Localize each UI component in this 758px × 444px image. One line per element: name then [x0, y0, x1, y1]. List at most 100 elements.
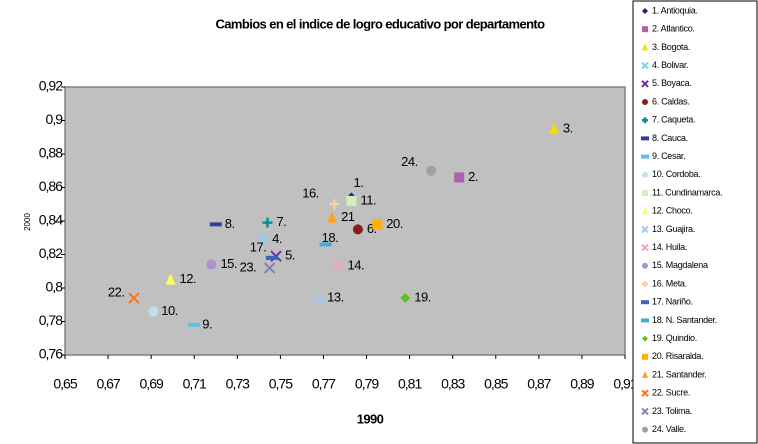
- legend-marker: [642, 43, 648, 51]
- y-tick-label: 0,86: [39, 178, 63, 194]
- point: [352, 224, 363, 235]
- x-tick-label: 0,85: [484, 376, 508, 392]
- x-tick-label: 0,77: [312, 376, 336, 392]
- point-label: 12.: [180, 271, 197, 286]
- legend-label: 17. Nariño.: [652, 297, 693, 307]
- point-label: 3.: [563, 120, 573, 135]
- point-label: 1.: [353, 175, 363, 190]
- legend-label: 3. Bogota.: [652, 42, 690, 52]
- legend-label: 22. Sucre.: [652, 388, 690, 398]
- point-label: 8.: [225, 216, 235, 231]
- point: [257, 233, 269, 246]
- legend-label: 19. Quindio.: [652, 333, 697, 343]
- point: [329, 199, 340, 210]
- legend-box: [632, 0, 758, 444]
- point: [319, 242, 332, 247]
- legend-marker: [641, 407, 649, 416]
- y-tick-label: 0,8: [46, 279, 64, 295]
- point-label: 19.: [414, 289, 431, 304]
- legend-label: 21. Santander.: [652, 369, 706, 379]
- point-label: 21: [341, 209, 355, 224]
- point: [327, 211, 338, 223]
- point-label: 9.: [202, 316, 212, 331]
- point: [548, 122, 559, 134]
- y-tick-label: 0,82: [39, 245, 63, 261]
- legend-label: 8. Cauca.: [652, 133, 688, 143]
- legend-marker: [642, 335, 648, 342]
- point-label: 5.: [285, 248, 295, 263]
- point: [188, 322, 201, 327]
- point: [454, 172, 465, 183]
- point: [313, 292, 325, 304]
- point: [263, 262, 276, 274]
- legend-label: 20. Risaralda.: [652, 351, 703, 361]
- y-tick-label: 0,84: [39, 212, 63, 228]
- legend-label: 2. Atlantico.: [652, 24, 695, 34]
- legend-label: 15. Magdalena: [652, 260, 708, 270]
- point-label: 6.: [367, 221, 377, 236]
- point: [265, 255, 278, 260]
- legend-marker: [641, 225, 649, 234]
- legend-marker: [641, 80, 649, 88]
- legend-label: 13. Guajira.: [652, 224, 695, 234]
- legend-marker: [642, 26, 648, 33]
- legend-label: 6. Caldas.: [652, 96, 690, 106]
- y-tick-label: 0,88: [39, 145, 63, 161]
- x-tick-label: 0,89: [570, 376, 594, 392]
- x-axis-label: 1990: [357, 411, 384, 426]
- legend-label: 23. Tolima.: [652, 406, 692, 416]
- legend-marker: [641, 61, 649, 70]
- chart-title: Cambios en el indice de logro educativo …: [215, 16, 545, 31]
- x-tick-label: 0,69: [140, 376, 164, 392]
- point-label: 16.: [302, 186, 319, 201]
- legend-marker: [641, 154, 649, 159]
- point-label: 18.: [322, 230, 339, 245]
- x-tick-label: 0,71: [183, 376, 207, 392]
- point-label: 2.: [468, 169, 478, 184]
- x-tick-label: 0,79: [355, 376, 379, 392]
- point-label: 11.: [360, 192, 376, 207]
- legend-marker: [642, 99, 648, 105]
- point: [165, 273, 176, 285]
- point: [426, 165, 437, 176]
- x-tick-label: 0,75: [269, 376, 293, 392]
- legend-marker: [642, 207, 648, 215]
- legend-marker: [642, 117, 648, 124]
- x-tick-label: 0,65: [53, 376, 77, 392]
- point: [206, 259, 217, 270]
- legend-label: 18. N. Santander.: [652, 315, 717, 325]
- legend-label: 1. Antioquia.: [652, 5, 698, 15]
- legend-marker: [641, 318, 649, 323]
- point: [262, 217, 273, 228]
- point-label: 4.: [272, 231, 282, 246]
- point: [209, 222, 222, 227]
- legend-label: 5. Boyaca.: [652, 78, 692, 88]
- x-tick-label: 0,91: [613, 376, 637, 392]
- point-label: 10.: [161, 303, 178, 318]
- legend-marker: [642, 262, 648, 269]
- legend-label: 9. Cesar.: [652, 151, 685, 161]
- point-label: 14.: [348, 258, 365, 273]
- legend-marker: [642, 190, 648, 196]
- x-tick-label: 0,81: [398, 376, 422, 392]
- legend-label: 16. Meta.: [652, 278, 687, 288]
- legend-marker: [642, 281, 648, 287]
- point-label: 20.: [386, 216, 403, 231]
- point: [332, 260, 345, 272]
- legend-label: 24. Valle.: [652, 424, 686, 434]
- plot-area: [64, 86, 626, 356]
- y-tick-label: 0,92: [39, 78, 63, 94]
- legend-marker: [642, 8, 648, 14]
- legend-marker: [641, 389, 649, 397]
- point-label: 23.: [240, 259, 257, 274]
- legend-label: 12. Choco.: [652, 206, 693, 216]
- legend-label: 14. Huila.: [652, 242, 687, 252]
- legend-marker: [641, 136, 649, 141]
- legend-label: 4. Bolivar.: [652, 60, 688, 70]
- legend-label: 11. Cundinamarca.: [652, 187, 722, 197]
- legend: 1. Antioquia. 2. Atlantico. 3. Bogota. 4. B…: [632, 0, 758, 444]
- y-tick-label: 0,9: [46, 111, 64, 127]
- point-label: 7.: [276, 214, 286, 229]
- point: [148, 306, 159, 317]
